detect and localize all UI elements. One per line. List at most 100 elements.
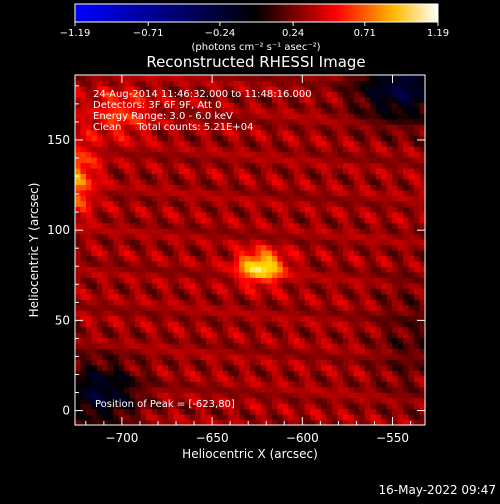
heatmap-cell bbox=[337, 140, 344, 147]
heatmap-cell bbox=[326, 140, 333, 147]
heatmap-cell bbox=[255, 96, 262, 103]
heatmap-cell bbox=[408, 75, 415, 82]
heatmap-cell bbox=[217, 85, 224, 93]
heatmap-cell bbox=[353, 162, 360, 169]
heatmap-cell bbox=[75, 228, 82, 235]
heatmap-cell bbox=[277, 293, 284, 300]
heatmap-cell bbox=[146, 342, 153, 350]
heatmap-cell bbox=[239, 342, 246, 350]
heatmap-cell bbox=[414, 381, 421, 388]
heatmap-cell bbox=[315, 370, 322, 377]
heatmap-cell bbox=[107, 211, 114, 218]
heatmap-cell bbox=[342, 326, 350, 333]
heatmap-cell bbox=[113, 266, 120, 273]
heatmap-cell bbox=[250, 348, 257, 355]
heatmap-cell bbox=[239, 75, 246, 82]
heatmap-cell bbox=[178, 140, 185, 147]
heatmap-cell bbox=[321, 288, 328, 295]
heatmap-cell bbox=[91, 75, 98, 82]
heatmap-cell bbox=[304, 315, 311, 322]
heatmap-cell bbox=[315, 250, 322, 257]
heatmap-cell bbox=[217, 370, 224, 377]
heatmap-cell bbox=[310, 162, 317, 169]
heatmap-cell bbox=[113, 381, 120, 388]
heatmap-cell bbox=[255, 195, 262, 202]
heatmap-cell bbox=[80, 342, 87, 350]
heatmap-cell bbox=[206, 370, 213, 377]
heatmap-cell bbox=[135, 326, 142, 333]
heatmap-cell bbox=[419, 370, 426, 377]
heatmap-cell bbox=[146, 381, 153, 388]
heatmap-cell bbox=[304, 75, 311, 82]
heatmap-cell bbox=[189, 375, 196, 382]
heatmap-cell bbox=[135, 91, 142, 98]
heatmap-cell bbox=[332, 364, 339, 371]
heatmap-cell bbox=[414, 244, 421, 251]
heatmap-cell bbox=[392, 282, 399, 289]
heatmap-cell bbox=[233, 80, 240, 87]
heatmap-cell bbox=[162, 277, 169, 284]
heatmap-cell bbox=[337, 118, 344, 125]
heatmap-cell bbox=[381, 239, 388, 246]
heatmap-cell bbox=[75, 124, 82, 131]
heatmap-cell bbox=[403, 217, 410, 224]
heatmap-cell bbox=[75, 157, 82, 164]
heatmap-cell bbox=[397, 146, 404, 153]
heatmap-cell bbox=[184, 184, 191, 191]
heatmap-cell bbox=[140, 370, 147, 377]
heatmap-cell bbox=[162, 189, 169, 196]
heatmap-cell bbox=[271, 310, 278, 317]
heatmap-cell bbox=[178, 403, 185, 410]
heatmap-cell bbox=[332, 206, 339, 213]
heatmap-cell bbox=[370, 381, 377, 388]
heatmap-cell bbox=[129, 348, 136, 355]
heatmap-cell bbox=[102, 85, 109, 93]
heatmap-cell bbox=[342, 414, 350, 421]
heatmap-cell bbox=[255, 403, 262, 410]
heatmap-cell bbox=[107, 75, 114, 82]
heatmap-cell bbox=[162, 239, 169, 246]
heatmap-cell bbox=[233, 217, 240, 224]
heatmap-cell bbox=[403, 96, 410, 103]
heatmap-cell bbox=[173, 211, 180, 218]
heatmap-cell bbox=[140, 217, 147, 224]
heatmap-cell bbox=[135, 157, 142, 164]
heatmap-cell bbox=[157, 419, 164, 426]
heatmap-cell bbox=[135, 222, 142, 229]
heatmap-cell bbox=[151, 140, 158, 147]
heatmap-cell bbox=[135, 304, 142, 311]
heatmap-cell bbox=[392, 353, 399, 360]
heatmap-cell bbox=[403, 375, 410, 382]
heatmap-cell bbox=[271, 397, 278, 404]
heatmap-cell bbox=[91, 277, 98, 284]
heatmap-cell bbox=[321, 91, 328, 98]
heatmap-cell bbox=[342, 315, 350, 322]
heatmap-cell bbox=[162, 271, 169, 278]
heatmap-cell bbox=[288, 91, 295, 98]
heatmap-cell bbox=[146, 222, 153, 229]
heatmap-cell bbox=[135, 195, 142, 202]
heatmap-cell bbox=[403, 228, 410, 235]
heatmap-cell bbox=[403, 414, 410, 421]
heatmap-cell bbox=[228, 206, 235, 213]
heatmap-cell bbox=[140, 364, 147, 371]
heatmap-cell bbox=[195, 162, 202, 169]
heatmap-cell bbox=[326, 299, 333, 306]
heatmap-cell bbox=[189, 184, 196, 191]
heatmap-cell bbox=[321, 151, 328, 158]
heatmap-cell bbox=[217, 419, 224, 426]
heatmap-cell bbox=[113, 282, 120, 289]
heatmap-cell bbox=[244, 173, 251, 180]
heatmap-cell bbox=[266, 157, 273, 164]
heatmap-cell bbox=[146, 200, 153, 207]
heatmap-cell bbox=[217, 271, 224, 278]
heatmap-cell bbox=[80, 321, 87, 328]
heatmap-cell bbox=[107, 342, 114, 350]
heatmap-cell bbox=[288, 178, 295, 185]
heatmap-cell bbox=[80, 157, 87, 164]
heatmap-cell bbox=[173, 315, 180, 322]
heatmap-cell bbox=[315, 206, 322, 213]
heatmap-cell bbox=[250, 260, 257, 268]
heatmap-cell bbox=[375, 151, 382, 158]
heatmap-cell bbox=[375, 96, 382, 103]
